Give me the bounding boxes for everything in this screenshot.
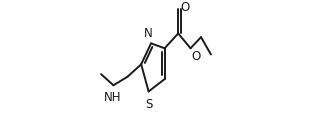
Text: N: N [144, 27, 152, 40]
Text: O: O [180, 1, 189, 14]
Text: NH: NH [104, 91, 122, 104]
Text: S: S [145, 98, 153, 111]
Text: O: O [192, 50, 201, 62]
